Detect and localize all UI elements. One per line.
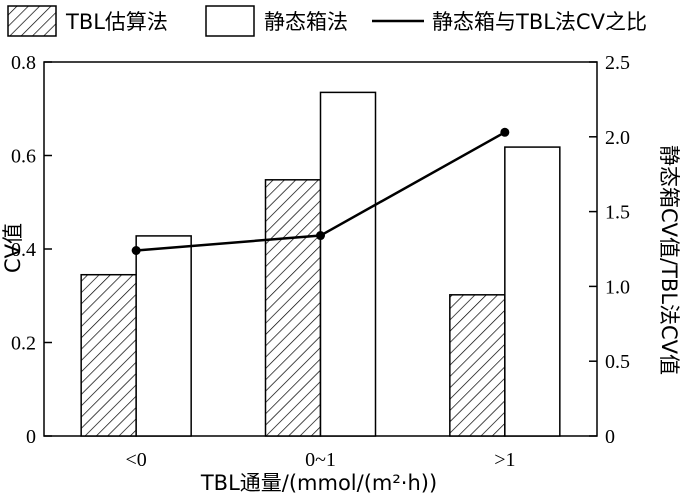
y-tick-label: 0 — [26, 426, 36, 448]
legend-item-ratio: 静态箱与TBL法CV之比 — [372, 10, 647, 34]
legend-label-tbl: TBL估算法 — [65, 10, 168, 34]
plot-area: 0 0.2 0.4 0.6 0.8 0 0.5 1.0 1.5 2.0 2.5 <0 0~1 >1 — [11, 52, 630, 471]
legend-item-static-box: 静态箱法 — [205, 5, 348, 37]
y2-tick-label: 1.5 — [605, 202, 630, 224]
y-axis-label: CV值 — [1, 223, 25, 273]
y-tick-label: 0.6 — [11, 146, 36, 168]
bar-tbl — [449, 294, 506, 437]
bar-static-box — [135, 235, 192, 437]
y-tick-label: 0.4 — [11, 239, 36, 261]
ratio-point — [500, 127, 510, 137]
ratio-point — [316, 231, 325, 241]
y-tick-label: 0.2 — [11, 333, 36, 355]
ratio-point — [131, 245, 141, 255]
legend-label-static-box: 静态箱法 — [264, 10, 348, 34]
y-tick-label: 0.8 — [11, 52, 36, 74]
bar-static-box — [504, 146, 561, 437]
bar-tbl — [80, 273, 137, 437]
x-tick-label: 0~1 — [305, 449, 336, 471]
y2-tick-label: 0.5 — [605, 351, 630, 373]
bar-static-box — [319, 91, 377, 437]
legend-item-tbl: TBL估算法 — [7, 5, 168, 37]
y2-axis-label: 静态箱CV值/TBL法CV值 — [657, 145, 681, 375]
x-tick-label: <0 — [126, 449, 147, 471]
y2-tick-label: 2.5 — [605, 52, 630, 74]
bar-tbl — [264, 179, 322, 437]
y2-tick-label: 0 — [605, 426, 615, 448]
x-tick-label: >1 — [494, 449, 515, 471]
y2-tick-label: 2.0 — [605, 127, 630, 149]
y2-tick-label: 1.0 — [605, 276, 630, 298]
legend-swatch-static-box — [205, 5, 255, 37]
legend-label-ratio: 静态箱与TBL法CV之比 — [432, 10, 647, 34]
x-axis-label: TBL通量/(mmol/(m²·h)) — [200, 471, 437, 495]
legend: TBL估算法 静态箱法 静态箱与TBL法CV之比 — [7, 5, 647, 37]
legend-swatch-tbl — [7, 5, 57, 37]
